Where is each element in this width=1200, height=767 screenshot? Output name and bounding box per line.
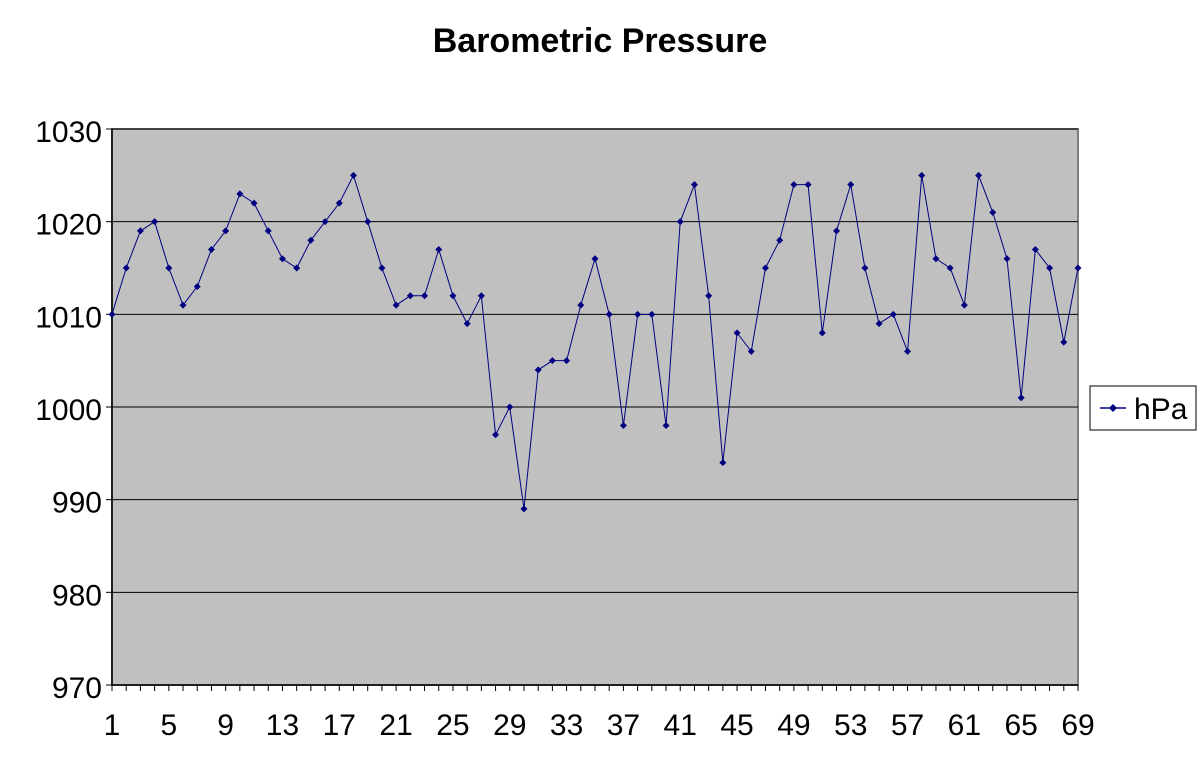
data-point xyxy=(520,505,528,513)
x-tick-label: 57 xyxy=(891,709,924,742)
y-tick-label: 1010 xyxy=(35,301,102,334)
data-point xyxy=(1046,264,1054,272)
data-point xyxy=(889,310,897,318)
x-tick-label: 65 xyxy=(1004,709,1037,742)
data-point xyxy=(165,264,173,272)
data-point xyxy=(293,264,301,272)
y-tick-label: 990 xyxy=(52,487,102,520)
data-point xyxy=(605,310,613,318)
x-tick-label: 5 xyxy=(160,709,177,742)
data-point xyxy=(676,218,684,226)
data-point xyxy=(477,292,485,300)
data-point xyxy=(989,208,997,216)
x-tick-label: 29 xyxy=(493,709,526,742)
data-point xyxy=(335,199,343,207)
x-tick-label: 61 xyxy=(948,709,981,742)
data-point xyxy=(364,218,372,226)
data-point xyxy=(264,227,272,235)
y-tick-label: 1020 xyxy=(35,209,102,242)
data-point xyxy=(918,171,926,179)
data-point xyxy=(577,301,585,309)
data-point xyxy=(833,227,840,235)
data-point xyxy=(648,310,656,318)
y-tick-label: 1030 xyxy=(35,116,102,149)
data-point xyxy=(321,218,329,226)
x-tick-label: 17 xyxy=(323,709,356,742)
chart-title: Barometric Pressure xyxy=(432,22,768,60)
x-tick-label: 33 xyxy=(550,709,583,742)
data-point xyxy=(960,301,968,309)
data-point xyxy=(378,264,386,272)
data-point xyxy=(1060,338,1068,346)
data-point xyxy=(634,310,642,318)
x-tick-label: 69 xyxy=(1061,709,1094,742)
legend-label: hPa xyxy=(1134,393,1188,426)
data-point xyxy=(591,255,599,263)
y-tick-label: 1000 xyxy=(35,394,102,427)
data-point xyxy=(392,301,400,309)
data-point xyxy=(108,310,116,318)
x-tick-label: 25 xyxy=(436,709,469,742)
data-point xyxy=(1031,245,1039,253)
data-point xyxy=(1017,394,1025,402)
data-point xyxy=(179,301,187,309)
data-point xyxy=(278,255,286,263)
data-point xyxy=(463,320,471,328)
data-point xyxy=(136,227,144,235)
data-point xyxy=(563,357,571,365)
x-tick-label: 21 xyxy=(379,709,412,742)
data-point xyxy=(1074,264,1082,272)
data-point xyxy=(804,181,812,189)
x-tick-label: 13 xyxy=(266,709,299,742)
x-tick-label: 37 xyxy=(607,709,640,742)
data-point xyxy=(847,181,855,189)
data-point xyxy=(222,227,230,235)
x-tick-label: 53 xyxy=(834,709,867,742)
x-tick-label: 41 xyxy=(664,709,697,742)
data-point xyxy=(449,292,457,300)
data-point xyxy=(662,422,670,430)
legend-marker xyxy=(1109,404,1117,412)
data-point xyxy=(207,245,215,253)
x-tick-label: 1 xyxy=(104,709,121,742)
data-point xyxy=(719,459,727,467)
data-point xyxy=(776,236,784,244)
data-point xyxy=(350,171,357,179)
x-tick-label: 49 xyxy=(777,709,810,742)
data-point xyxy=(548,357,556,365)
data-point xyxy=(733,329,741,337)
y-tick-label: 970 xyxy=(52,672,102,705)
data-point xyxy=(932,255,940,263)
data-point xyxy=(406,292,414,300)
data-point xyxy=(975,171,983,179)
data-point xyxy=(946,264,954,272)
data-point xyxy=(761,264,769,272)
data-point xyxy=(534,366,542,374)
data-point xyxy=(250,199,258,207)
data-point xyxy=(307,236,315,244)
x-tick-label: 45 xyxy=(720,709,753,742)
data-point xyxy=(1003,255,1011,263)
data-point xyxy=(193,283,201,291)
data-point xyxy=(492,431,500,439)
data-point xyxy=(435,245,443,253)
data-point xyxy=(690,181,698,189)
data-point xyxy=(875,320,883,328)
data-point xyxy=(619,422,627,430)
data-point xyxy=(861,264,869,272)
data-point xyxy=(151,218,159,226)
data-point xyxy=(506,403,514,411)
data-point xyxy=(790,181,798,189)
data-point xyxy=(818,329,826,337)
data-point xyxy=(236,190,244,198)
y-tick-label: 980 xyxy=(52,579,102,612)
data-point xyxy=(122,264,130,272)
x-tick-label: 9 xyxy=(217,709,234,742)
data-point xyxy=(421,292,429,300)
data-point xyxy=(747,347,755,355)
data-point xyxy=(904,347,912,355)
data-point xyxy=(705,292,713,300)
